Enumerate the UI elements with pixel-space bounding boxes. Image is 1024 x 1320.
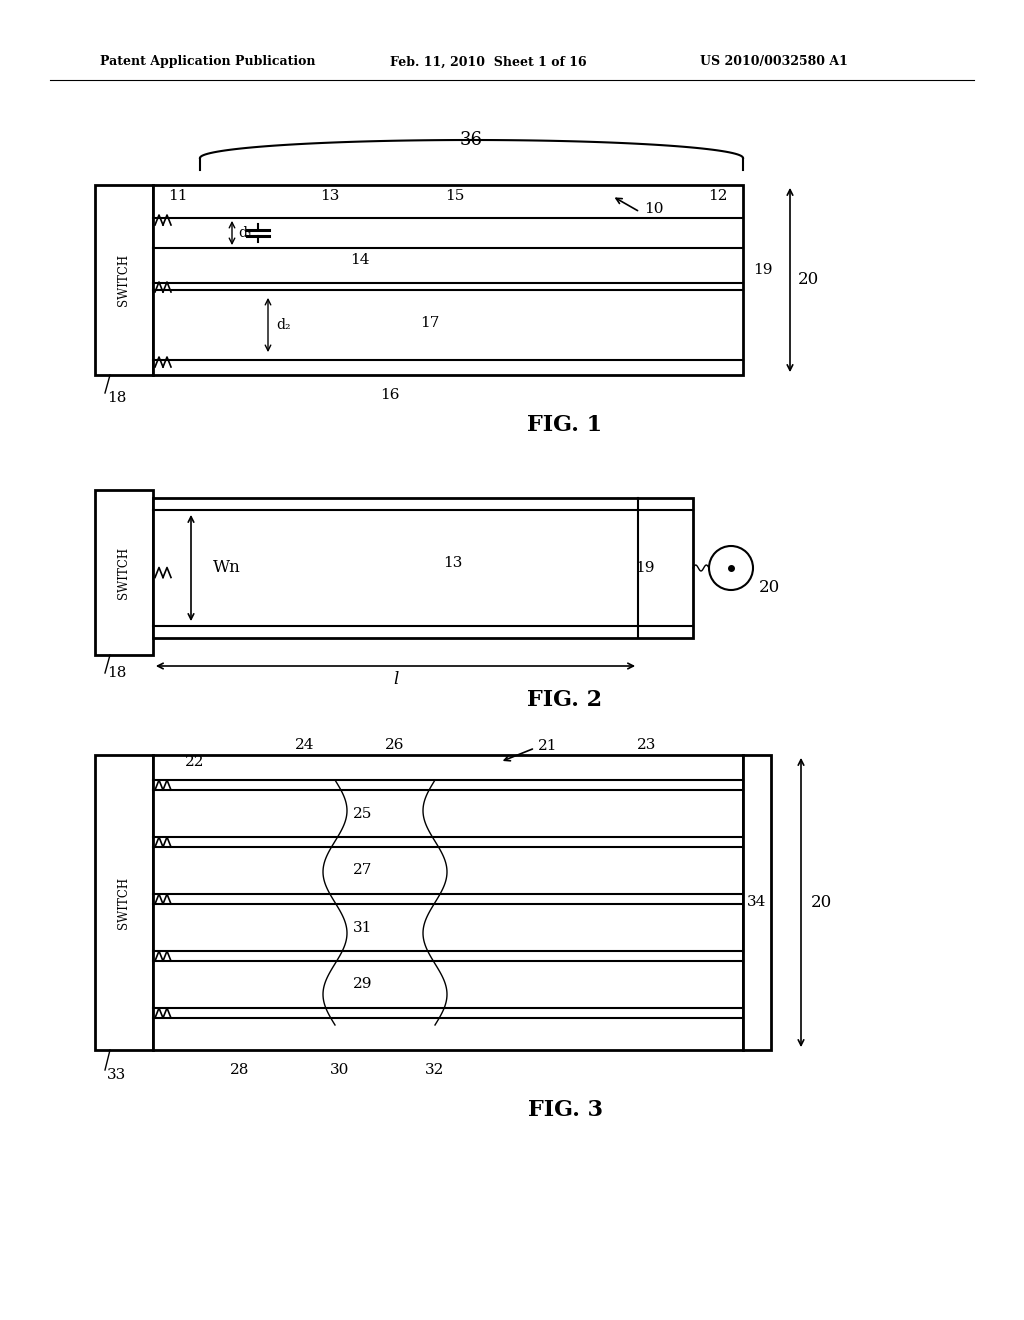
Text: 36: 36 [460, 131, 483, 149]
Text: 30: 30 [331, 1063, 349, 1077]
Bar [95, 185, 153, 375]
Text: 23: 23 [637, 738, 656, 752]
Bar [95, 755, 153, 1049]
Text: FIG. 3: FIG. 3 [527, 1100, 602, 1121]
Bar [153, 755, 743, 1049]
Text: Wn: Wn [213, 560, 241, 577]
Text: d₁: d₁ [238, 226, 253, 240]
Text: 28: 28 [230, 1063, 250, 1077]
Bar [153, 185, 743, 375]
Text: US 2010/0032580 A1: US 2010/0032580 A1 [700, 55, 848, 69]
Text: 16: 16 [380, 388, 399, 403]
Text: 20: 20 [759, 579, 780, 597]
Text: 31: 31 [353, 920, 373, 935]
Text: 34: 34 [748, 895, 767, 909]
Text: FIG. 1: FIG. 1 [527, 414, 602, 436]
Text: 33: 33 [108, 1068, 127, 1082]
Text: 15: 15 [445, 189, 465, 203]
Text: 13: 13 [443, 556, 463, 570]
Bar [743, 755, 771, 1049]
Text: Feb. 11, 2010  Sheet 1 of 16: Feb. 11, 2010 Sheet 1 of 16 [390, 55, 587, 69]
Text: Patent Application Publication: Patent Application Publication [100, 55, 315, 69]
Text: 17: 17 [420, 315, 439, 330]
Text: 21: 21 [538, 739, 557, 752]
Text: 12: 12 [709, 189, 728, 203]
Text: l: l [393, 672, 398, 689]
Text: 14: 14 [350, 253, 370, 267]
Text: SWITCH: SWITCH [118, 253, 130, 306]
Text: d₂: d₂ [276, 318, 291, 333]
Text: 20: 20 [798, 272, 819, 289]
Text: 19: 19 [753, 263, 772, 277]
Text: SWITCH: SWITCH [118, 546, 130, 598]
Text: 25: 25 [353, 807, 373, 821]
Text: 19: 19 [635, 561, 654, 576]
Text: 29: 29 [353, 978, 373, 991]
Text: 10: 10 [644, 202, 664, 216]
Text: 11: 11 [168, 189, 187, 203]
Text: 24: 24 [295, 738, 314, 752]
Bar [153, 498, 693, 638]
Bar [95, 490, 153, 655]
Text: 26: 26 [385, 738, 404, 752]
Text: 18: 18 [108, 391, 127, 405]
Text: SWITCH: SWITCH [118, 876, 130, 928]
Text: 22: 22 [185, 755, 205, 770]
Text: 32: 32 [425, 1063, 444, 1077]
Text: 13: 13 [321, 189, 340, 203]
Text: FIG. 2: FIG. 2 [527, 689, 602, 711]
Text: 18: 18 [108, 667, 127, 680]
Text: 27: 27 [353, 863, 373, 878]
Text: 20: 20 [811, 894, 833, 911]
